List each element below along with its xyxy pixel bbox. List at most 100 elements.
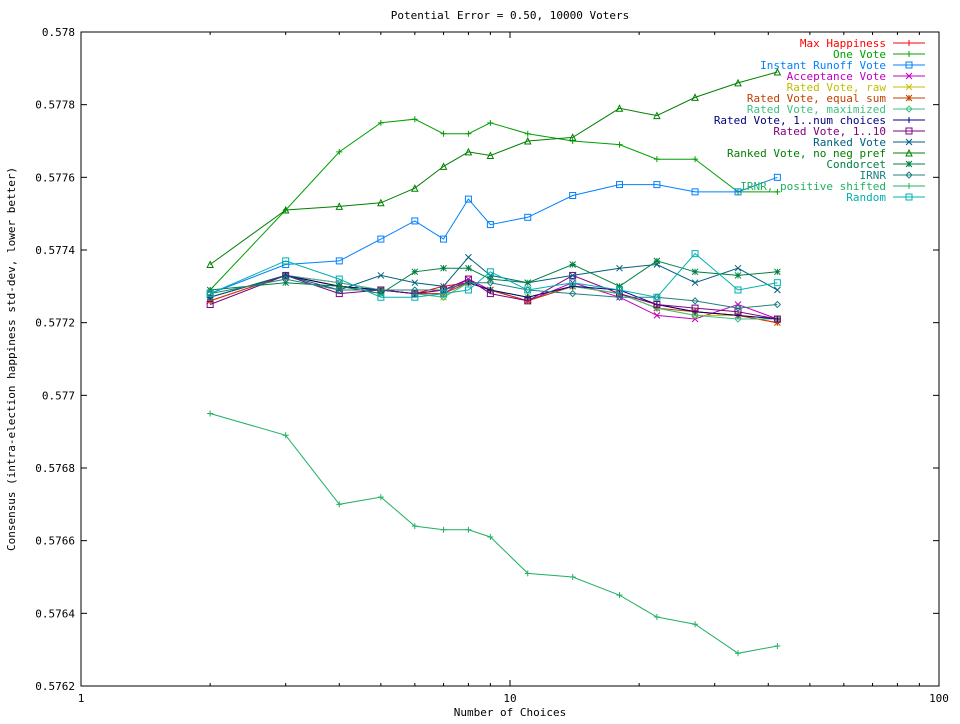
series-line: [209, 252, 778, 298]
data-point: [569, 272, 577, 279]
data-point: [487, 534, 494, 541]
y-tick-label: 0.5778: [35, 99, 75, 112]
y-tick-label: 0.577: [42, 389, 75, 402]
data-point: [282, 271, 290, 279]
data-point: [465, 253, 472, 261]
series-layer: [206, 67, 782, 657]
data-point: [465, 526, 472, 533]
data-point: [615, 293, 624, 301]
data-point: [377, 286, 385, 294]
data-point: [524, 286, 532, 294]
data-point: [464, 275, 472, 283]
data-point: [653, 257, 661, 265]
data-point: [411, 268, 419, 276]
series-line: [209, 71, 778, 265]
data-point: [524, 297, 532, 305]
data-point: [616, 181, 624, 189]
data-point: [486, 221, 494, 229]
data-point: [773, 67, 782, 76]
data-point: [569, 574, 576, 580]
legend-entry: Rated Vote, raw: [787, 81, 925, 94]
data-point: [734, 264, 742, 272]
data-point: [524, 130, 531, 137]
data-point: [691, 93, 699, 101]
data-point: [568, 133, 577, 141]
y-axis-label: Consensus (intra-election happiness std-…: [5, 167, 18, 551]
legend-entry: Rated Vote, maximized: [747, 103, 925, 116]
data-point: [691, 268, 699, 276]
data-point: [616, 264, 623, 272]
data-point: [616, 282, 623, 290]
data-point: [411, 217, 419, 225]
data-point: [465, 264, 472, 272]
series-instant-runoff-vote: [206, 173, 781, 298]
legend-label: Acceptance Vote: [787, 70, 886, 83]
data-point: [734, 304, 742, 312]
data-point: [734, 286, 742, 294]
data-point: [691, 304, 699, 312]
data-point: [773, 315, 781, 323]
legend-entry: Ranked Vote, no neg pref: [727, 147, 925, 160]
data-point: [616, 290, 624, 298]
legend-entry: Max Happiness: [800, 37, 925, 50]
data-point: [569, 279, 577, 287]
data-point: [692, 308, 699, 315]
legend-entry: Ranked Vote: [813, 136, 925, 149]
data-point: [487, 286, 494, 293]
data-point: [440, 264, 447, 272]
data-point: [905, 127, 913, 135]
data-point: [486, 290, 494, 298]
data-point: [905, 105, 913, 113]
data-point: [735, 312, 742, 319]
legend-label: Max Happiness: [800, 37, 886, 50]
data-point: [773, 279, 781, 287]
legend-label: Condorcet: [826, 158, 886, 171]
data-point: [653, 111, 661, 120]
legend-label: One Vote: [833, 48, 886, 61]
data-point: [377, 235, 385, 243]
series-ranked-vote-no-neg-pref: [206, 67, 782, 269]
data-point: [464, 286, 472, 294]
y-tick-label: 0.5764: [35, 607, 75, 620]
series-irnr-positive-shifted: [207, 410, 781, 657]
data-point: [691, 188, 699, 196]
data-point: [615, 104, 624, 112]
data-point: [440, 235, 448, 243]
legend-label: Rated Vote, equal sum: [747, 92, 886, 105]
x-tick-label: 10: [503, 692, 516, 705]
data-point: [905, 193, 913, 201]
data-point: [411, 184, 419, 192]
data-point: [905, 148, 913, 157]
data-point: [691, 297, 699, 305]
data-point: [905, 72, 913, 80]
y-tick-label: 0.5762: [35, 680, 75, 693]
series-line: [210, 278, 778, 309]
legend-label: IRNR, positive shifted: [740, 180, 886, 193]
series-line: [209, 413, 778, 654]
data-point: [734, 188, 742, 196]
legend-label: Ranked Vote: [813, 136, 886, 149]
data-point: [691, 250, 699, 258]
data-point: [336, 501, 343, 508]
data-point: [653, 613, 660, 620]
data-point: [411, 279, 419, 287]
legend-label: Rated Vote, 1..10: [773, 125, 886, 138]
data-point: [281, 275, 290, 283]
data-point: [206, 290, 214, 298]
legend-entry: Acceptance Vote: [787, 70, 925, 83]
legend-label: Instant Runoff Vote: [760, 59, 886, 72]
data-point: [774, 643, 781, 650]
legend-entry: IRNR, positive shifted: [740, 180, 925, 193]
data-point: [523, 136, 532, 145]
data-point: [692, 621, 699, 628]
legend-entry: Random: [846, 191, 925, 204]
data-point: [524, 213, 532, 221]
legend-entry: IRNR: [860, 169, 925, 182]
data-point: [906, 51, 912, 57]
data-point: [207, 410, 214, 417]
data-point: [774, 268, 781, 276]
data-point: [335, 275, 343, 283]
data-point: [487, 119, 494, 126]
